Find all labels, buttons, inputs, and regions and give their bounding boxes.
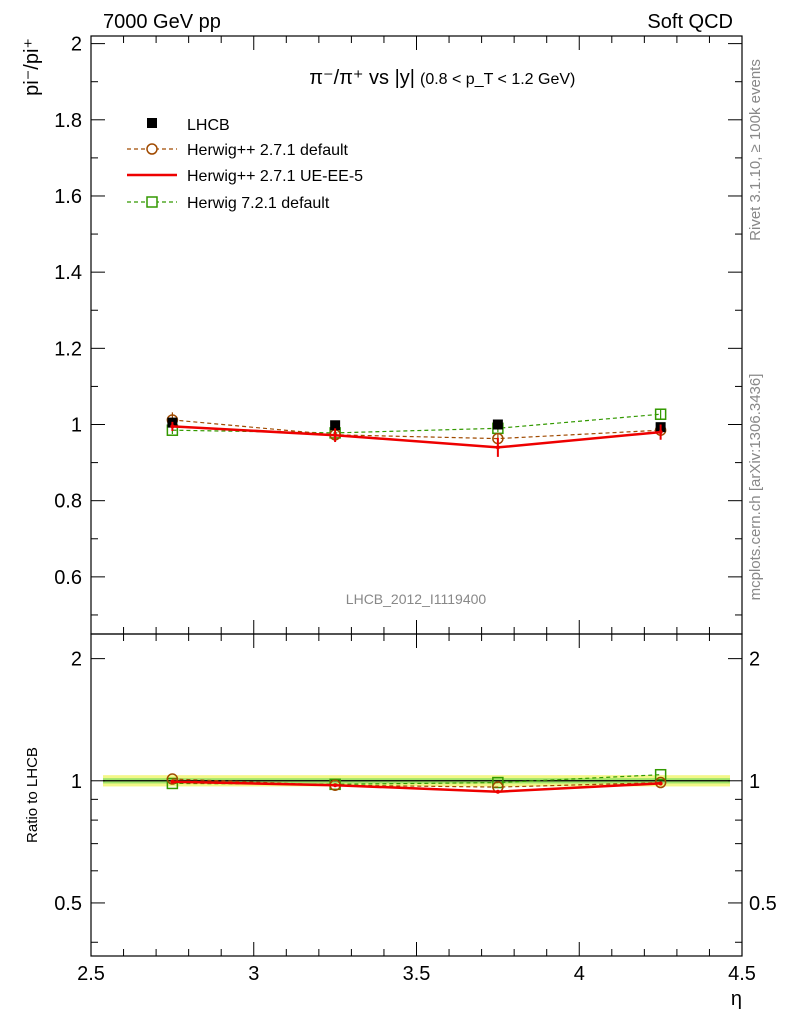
rivet-note: Rivet 3.1.10, ≥ 100k events (747, 59, 764, 241)
legend: LHCB Herwig++ 2.7.1 default Herwig++ 2.7… (127, 117, 363, 212)
ratio-ytick-label-right: 0.5 (749, 893, 777, 915)
data-point (495, 445, 500, 450)
main-ytick-label: 2 (71, 34, 82, 56)
series-line (172, 780, 661, 793)
series-line (172, 419, 661, 440)
legend-marker-herwig7 (146, 196, 158, 208)
ratio-ytick-label-left: 2 (71, 649, 82, 671)
ratio-panel: 0.5 0.5 1 1 2 2 2.5 3 3.5 4 4.5 Ratio to LHCB η (24, 633, 777, 1010)
series-line (172, 425, 661, 449)
data-point (166, 773, 179, 785)
legend-label-herwig-ueee5: Herwig++ 2.7.1 UE-EE-5 (187, 168, 363, 185)
main-panel: 0.6 0.8 1 1.2 1.4 1.6 1.8 2 π⁻/π⁺ vs |y| (0.8 <… (21, 34, 743, 635)
data-point (170, 424, 175, 429)
legend-entry-lhcb: LHCB (147, 117, 230, 134)
xtick-label: 2.5 (77, 963, 105, 985)
data-point (166, 777, 179, 790)
series-line (172, 778, 661, 788)
main-ylabel: pi⁻/pi⁺ (21, 38, 43, 96)
chart-title-cut: (0.8 < p_T < 1.2 GeV) (420, 71, 575, 88)
main-ytick-labels: 0.6 0.8 1 1.2 1.4 1.6 1.8 2 (54, 34, 82, 589)
ratio-ytick-label-right: 2 (749, 649, 760, 671)
series-square-dashed (166, 408, 667, 439)
main-series (166, 408, 667, 457)
xtick-label: 4 (574, 963, 585, 985)
xtick-labels: 2.5 3 3.5 4 4.5 (77, 963, 756, 985)
data-point (658, 781, 663, 786)
legend-label-herwig7: Herwig 7.2.1 default (187, 195, 330, 212)
data-point (654, 768, 667, 781)
ratio-ytick-label-right: 1 (749, 771, 760, 793)
ratio-ytick-label-left: 1 (71, 771, 82, 793)
series-solid (170, 779, 663, 794)
data-point (333, 783, 338, 788)
legend-marker-herwig-default (146, 143, 158, 155)
legend-entry-herwig-ueee5: Herwig++ 2.7.1 UE-EE-5 (127, 168, 363, 185)
xtick-label: 3.5 (403, 963, 431, 985)
header-right: Soft QCD (647, 11, 733, 33)
data-point (330, 420, 341, 431)
analysis-id: LHCB_2012_I1119400 (346, 591, 487, 607)
main-ytick-label: 1.4 (54, 262, 82, 284)
main-ytick-label: 1.8 (54, 110, 82, 132)
legend-label-lhcb: LHCB (187, 117, 230, 134)
data-point (170, 779, 175, 784)
main-ytick-label: 1 (71, 415, 82, 437)
main-ticks (90, 36, 743, 634)
header-left: 7000 GeV pp (103, 11, 221, 33)
data-point (658, 430, 663, 435)
series-solid (170, 421, 663, 457)
xtick-label: 3 (248, 963, 259, 985)
main-ytick-label: 1.6 (54, 186, 82, 208)
main-ytick-label: 0.6 (54, 567, 82, 589)
xtick-label: 4.5 (728, 963, 756, 985)
data-point (495, 789, 500, 794)
ratio-ticks (90, 634, 743, 956)
mcplots-note: mcplots.cern.ch [arXiv:1306.3436] (747, 374, 764, 601)
data-point (492, 419, 503, 430)
ratio-frame (90, 633, 743, 957)
series-line (172, 774, 661, 785)
data-point (333, 433, 338, 438)
ratio-ytick-label-left: 0.5 (54, 893, 82, 915)
main-ytick-label: 0.8 (54, 491, 82, 513)
ratio-series (166, 768, 667, 794)
series-line (172, 413, 661, 434)
ratio-ylabel: Ratio to LHCB (24, 747, 41, 843)
data-point (654, 408, 667, 420)
legend-entry-herwig-default: Herwig++ 2.7.1 default (127, 142, 349, 159)
legend-entry-herwig7: Herwig 7.2.1 default (127, 195, 330, 212)
xlabel: η (731, 988, 742, 1010)
ratio-ytick-labels: 0.5 0.5 1 1 2 2 (54, 649, 777, 915)
legend-marker-lhcb (147, 118, 157, 128)
legend-label-herwig-default: Herwig++ 2.7.1 default (187, 142, 349, 159)
main-ytick-label: 1.2 (54, 338, 82, 360)
chart-title: π⁻/π⁺ vs |y| (309, 67, 415, 89)
